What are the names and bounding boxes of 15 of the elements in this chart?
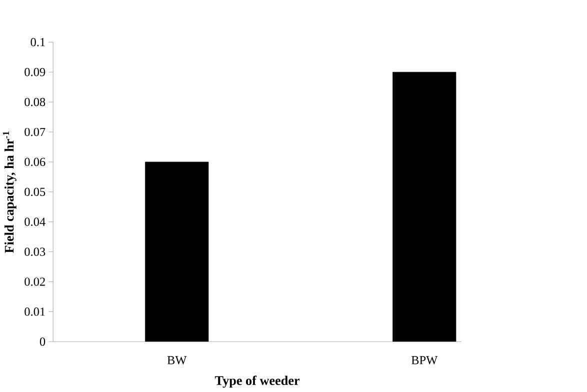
x-tick-label: BPW [411,356,438,365]
y-tick-label: 0.07 [24,128,46,136]
y-tick-label: 0.05 [24,188,46,196]
y-tick-label: 0.08 [24,98,46,106]
y-tick-label: 0.04 [24,218,46,226]
y-tick-label: 0.01 [24,308,45,316]
y-tick-label: 0.1 [30,38,45,46]
y-tick-label: 0.09 [24,68,46,76]
y-tick-label: 0.03 [24,248,46,256]
x-tick-label: BW [167,356,187,365]
y-axis-title: Field capacity, ha hr$^{-1}$ [2,132,16,254]
x-axis-title: Type of weeder [214,376,300,388]
y-tick-label: 0 [40,338,46,346]
y-tick-label: 0.06 [24,158,46,166]
y-tick-label: 0.02 [24,278,45,286]
